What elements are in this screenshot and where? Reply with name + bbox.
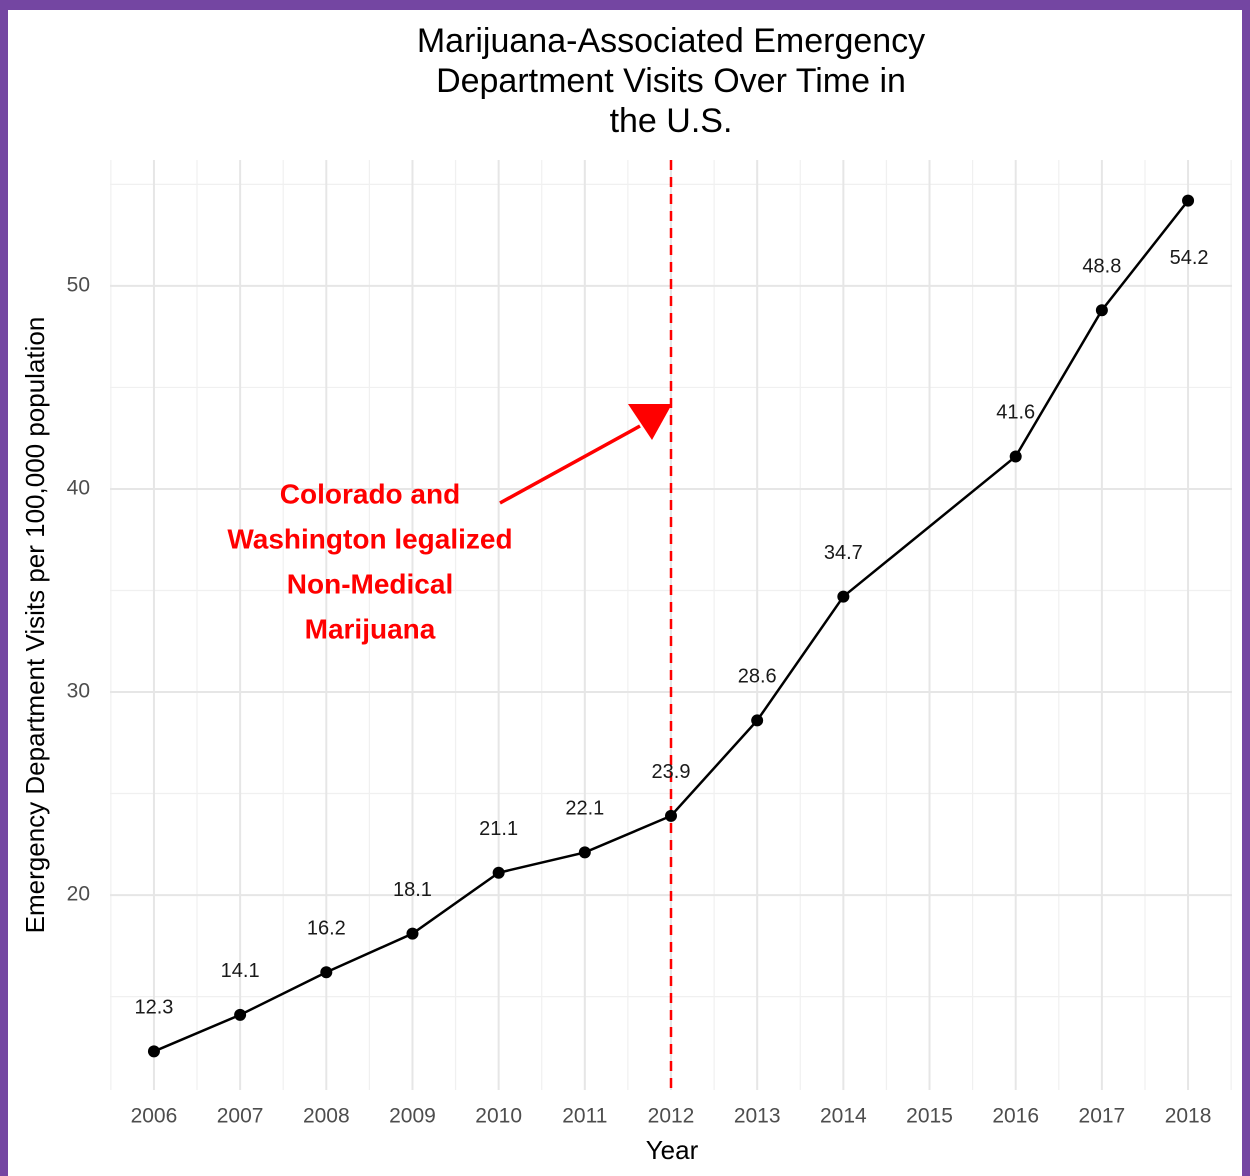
x-tick-label: 2017: [1079, 1105, 1126, 1128]
data-label: 21.1: [479, 818, 518, 840]
annotation-text: Washington legalized: [227, 523, 512, 554]
annotation-text: Non-Medical: [287, 568, 453, 599]
annotation-arrowhead: [628, 404, 672, 440]
chart-title: Department Visits Over Time in: [436, 62, 906, 100]
data-label: 34.7: [824, 542, 863, 564]
x-tick-label: 2006: [131, 1105, 178, 1128]
point: [406, 927, 419, 940]
point: [320, 966, 333, 979]
chart-title: Marijuana-Associated Emergency: [417, 22, 925, 60]
point: [492, 866, 505, 879]
x-tick-label: 2009: [389, 1105, 436, 1128]
point: [1095, 304, 1108, 317]
y-tick-label: 40: [67, 476, 90, 499]
y-tick-label: 50: [67, 273, 90, 296]
data-label: 41.6: [996, 402, 1035, 424]
background: [8, 10, 1242, 1176]
data-label: 18.1: [393, 879, 432, 901]
data-label: 14.1: [221, 960, 260, 982]
line: [153, 199, 1190, 1053]
data-label: 48.8: [1082, 256, 1121, 278]
y-tick-label: 30: [67, 680, 90, 703]
annotation-text: Marijuana: [305, 613, 436, 644]
x-tick-label: 2012: [648, 1105, 695, 1128]
annotation-arrow: [499, 424, 641, 505]
y-axis-title: Emergency Department Visits per 100,000 …: [20, 317, 50, 934]
point: [837, 590, 850, 603]
x-tick-label: 2014: [820, 1105, 867, 1128]
data-label: 22.1: [565, 798, 604, 820]
annotation-text: Colorado and: [280, 478, 460, 509]
x-tick-label: 2016: [992, 1105, 1039, 1128]
point: [665, 809, 677, 822]
point: [147, 1045, 160, 1058]
x-axis-title: Year: [646, 1135, 699, 1165]
x-tick-label: 2018: [1165, 1105, 1212, 1128]
chart-title: the U.S.: [610, 102, 733, 140]
point: [751, 714, 764, 727]
data-label: 28.6: [738, 666, 777, 688]
data-label: 54.2: [1170, 247, 1209, 269]
x-tick-label: 2011: [562, 1105, 607, 1128]
y-tick-label: 20: [67, 883, 90, 906]
point: [1182, 194, 1195, 207]
point: [1009, 450, 1022, 463]
x-tick-label: 2015: [906, 1105, 953, 1128]
data-label: 12.3: [134, 997, 173, 1019]
x-tick-label: 2008: [303, 1105, 350, 1128]
data-label: 16.2: [307, 918, 346, 940]
x-tick-label: 2013: [734, 1105, 781, 1128]
x-tick-label: 2010: [475, 1105, 522, 1128]
data-label: 23.9: [652, 761, 691, 783]
x-tick-label: 2007: [217, 1105, 264, 1128]
point: [234, 1008, 247, 1021]
point: [578, 846, 591, 859]
